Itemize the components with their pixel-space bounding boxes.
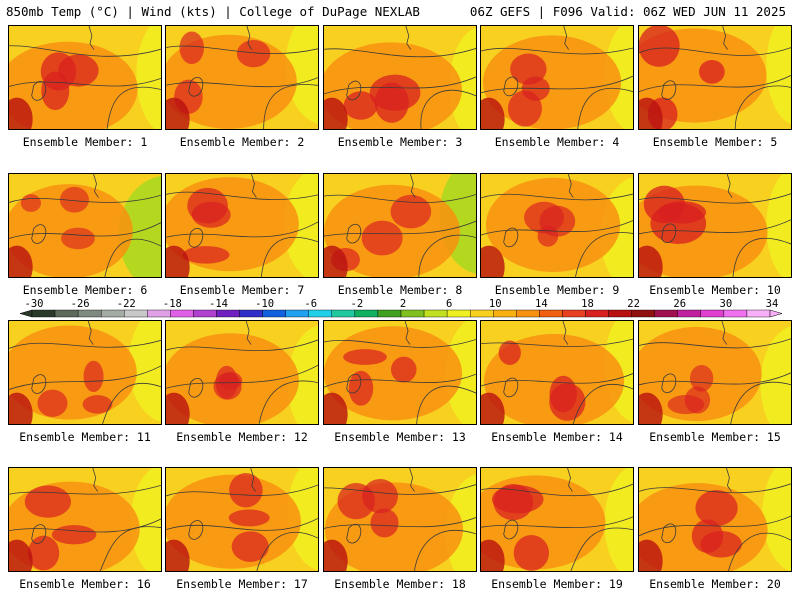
- map-panel-member-7: [165, 173, 319, 278]
- map-panel-member-2: [165, 25, 319, 130]
- panel-label-member-15: Ensemble Member: 15: [649, 430, 781, 444]
- colorbar-swatch: [585, 309, 609, 318]
- colorbar-swatch: [423, 309, 448, 318]
- map-panel-member-12: [165, 320, 319, 425]
- colorbar-swatch: [377, 309, 402, 318]
- panel-label-member-5: Ensemble Member: 5: [652, 135, 778, 149]
- colorbar-tick-label: 14: [535, 298, 548, 310]
- colorbar-swatch: [631, 309, 655, 318]
- map-panel-member-14: [480, 320, 634, 425]
- map-panel-member-9: [480, 173, 634, 278]
- panel-label-member-17: Ensemble Member: 17: [176, 577, 308, 591]
- colorbar-tick-label: -10: [255, 298, 274, 310]
- colorbar-left-arrow: [19, 309, 33, 318]
- colorbar-swatch: [239, 309, 263, 318]
- map-panel-member-1: [8, 25, 162, 130]
- colorbar-tick-label: 22: [627, 298, 640, 310]
- colorbar-swatch: [262, 309, 286, 318]
- colorbar-swatch: [608, 309, 632, 318]
- panel-label-member-16: Ensemble Member: 16: [19, 577, 151, 591]
- panel-label-member-6: Ensemble Member: 6: [22, 283, 148, 297]
- colorbar-tick-label: 34: [766, 298, 779, 310]
- colorbar-tick-label: -2: [351, 298, 364, 310]
- colorbar-swatch: [539, 309, 563, 318]
- colorbar-swatch: [331, 309, 356, 318]
- map-panel-member-3: [323, 25, 477, 130]
- colorbar-swatch: [31, 309, 56, 318]
- colorbar-swatch: [147, 309, 171, 318]
- colorbar-tick-label: 10: [489, 298, 502, 310]
- panel-label-member-3: Ensemble Member: 3: [337, 135, 463, 149]
- colorbar-swatch: [654, 309, 678, 318]
- panel-label-member-1: Ensemble Member: 1: [22, 135, 148, 149]
- colorbar-swatch: [516, 309, 540, 318]
- colorbar-swatch: [677, 309, 702, 318]
- colorbar-tick-label: -18: [163, 298, 182, 310]
- temperature-colorbar: -30-26-22-18-14-10-6-2261014182226303438…: [19, 298, 783, 318]
- panel-label-member-19: Ensemble Member: 19: [491, 577, 623, 591]
- colorbar-tick-label: -26: [71, 298, 90, 310]
- panel-label-member-10: Ensemble Member: 10: [649, 283, 781, 297]
- colorbar-right-arrow: [769, 309, 783, 318]
- colorbar-tick-label: 6: [446, 298, 452, 310]
- map-panel-member-19: [480, 467, 634, 572]
- colorbar-tick-label: -30: [25, 298, 44, 310]
- colorbar-tick-label: 2: [400, 298, 406, 310]
- colorbar-swatch: [100, 309, 125, 318]
- colorbar-swatch: [700, 309, 725, 318]
- map-panel-member-18: [323, 467, 477, 572]
- colorbar-swatch: [746, 309, 771, 318]
- map-panel-member-4: [480, 25, 634, 130]
- colorbar-tick-label: -22: [117, 298, 136, 310]
- colorbar-swatch: [562, 309, 586, 318]
- panel-label-member-13: Ensemble Member: 13: [334, 430, 466, 444]
- colorbar-swatch: [193, 309, 217, 318]
- map-panel-member-13: [323, 320, 477, 425]
- header-right-valid-time: 06Z GEFS | F096 Valid: 06Z WED JUN 11 20…: [469, 4, 786, 19]
- colorbar-swatch: [354, 309, 379, 318]
- panel-label-member-20: Ensemble Member: 20: [649, 577, 781, 591]
- colorbar-swatch: [469, 309, 494, 318]
- colorbar-tick-label: -6: [304, 298, 317, 310]
- panel-label-member-12: Ensemble Member: 12: [176, 430, 308, 444]
- map-panel-member-10: [638, 173, 792, 278]
- map-panel-member-11: [8, 320, 162, 425]
- colorbar-swatch: [285, 309, 309, 318]
- colorbar-swatch: [493, 309, 517, 318]
- colorbar-swatch: [216, 309, 240, 318]
- colorbar-tick-label: 30: [720, 298, 733, 310]
- map-panel-member-8: [323, 173, 477, 278]
- panel-label-member-11: Ensemble Member: 11: [19, 430, 151, 444]
- colorbar-swatch: [54, 309, 79, 318]
- colorbar-tick-label: 18: [581, 298, 594, 310]
- colorbar-swatch: [170, 309, 194, 318]
- map-panel-member-5: [638, 25, 792, 130]
- map-panel-member-15: [638, 320, 792, 425]
- map-panel-member-20: [638, 467, 792, 572]
- colorbar-swatch: [77, 309, 102, 318]
- header-left-title: 850mb Temp (°C) | Wind (kts) | College o…: [6, 4, 420, 19]
- panel-label-member-7: Ensemble Member: 7: [179, 283, 305, 297]
- panel-label-member-14: Ensemble Member: 14: [491, 430, 623, 444]
- colorbar-swatch: [723, 309, 748, 318]
- map-panel-member-6: [8, 173, 162, 278]
- colorbar-swatch: [446, 309, 471, 318]
- colorbar-swatch: [400, 309, 425, 318]
- colorbar-swatch: [308, 309, 333, 318]
- panel-label-member-8: Ensemble Member: 8: [337, 283, 463, 297]
- panel-label-member-4: Ensemble Member: 4: [494, 135, 620, 149]
- colorbar-swatch: [124, 309, 148, 318]
- panel-label-member-9: Ensemble Member: 9: [494, 283, 620, 297]
- panel-label-member-2: Ensemble Member: 2: [179, 135, 305, 149]
- panel-label-member-18: Ensemble Member: 18: [334, 577, 466, 591]
- colorbar-tick-label: 26: [673, 298, 686, 310]
- map-panel-member-17: [165, 467, 319, 572]
- colorbar-tick-label: -14: [209, 298, 228, 310]
- map-panel-member-16: [8, 467, 162, 572]
